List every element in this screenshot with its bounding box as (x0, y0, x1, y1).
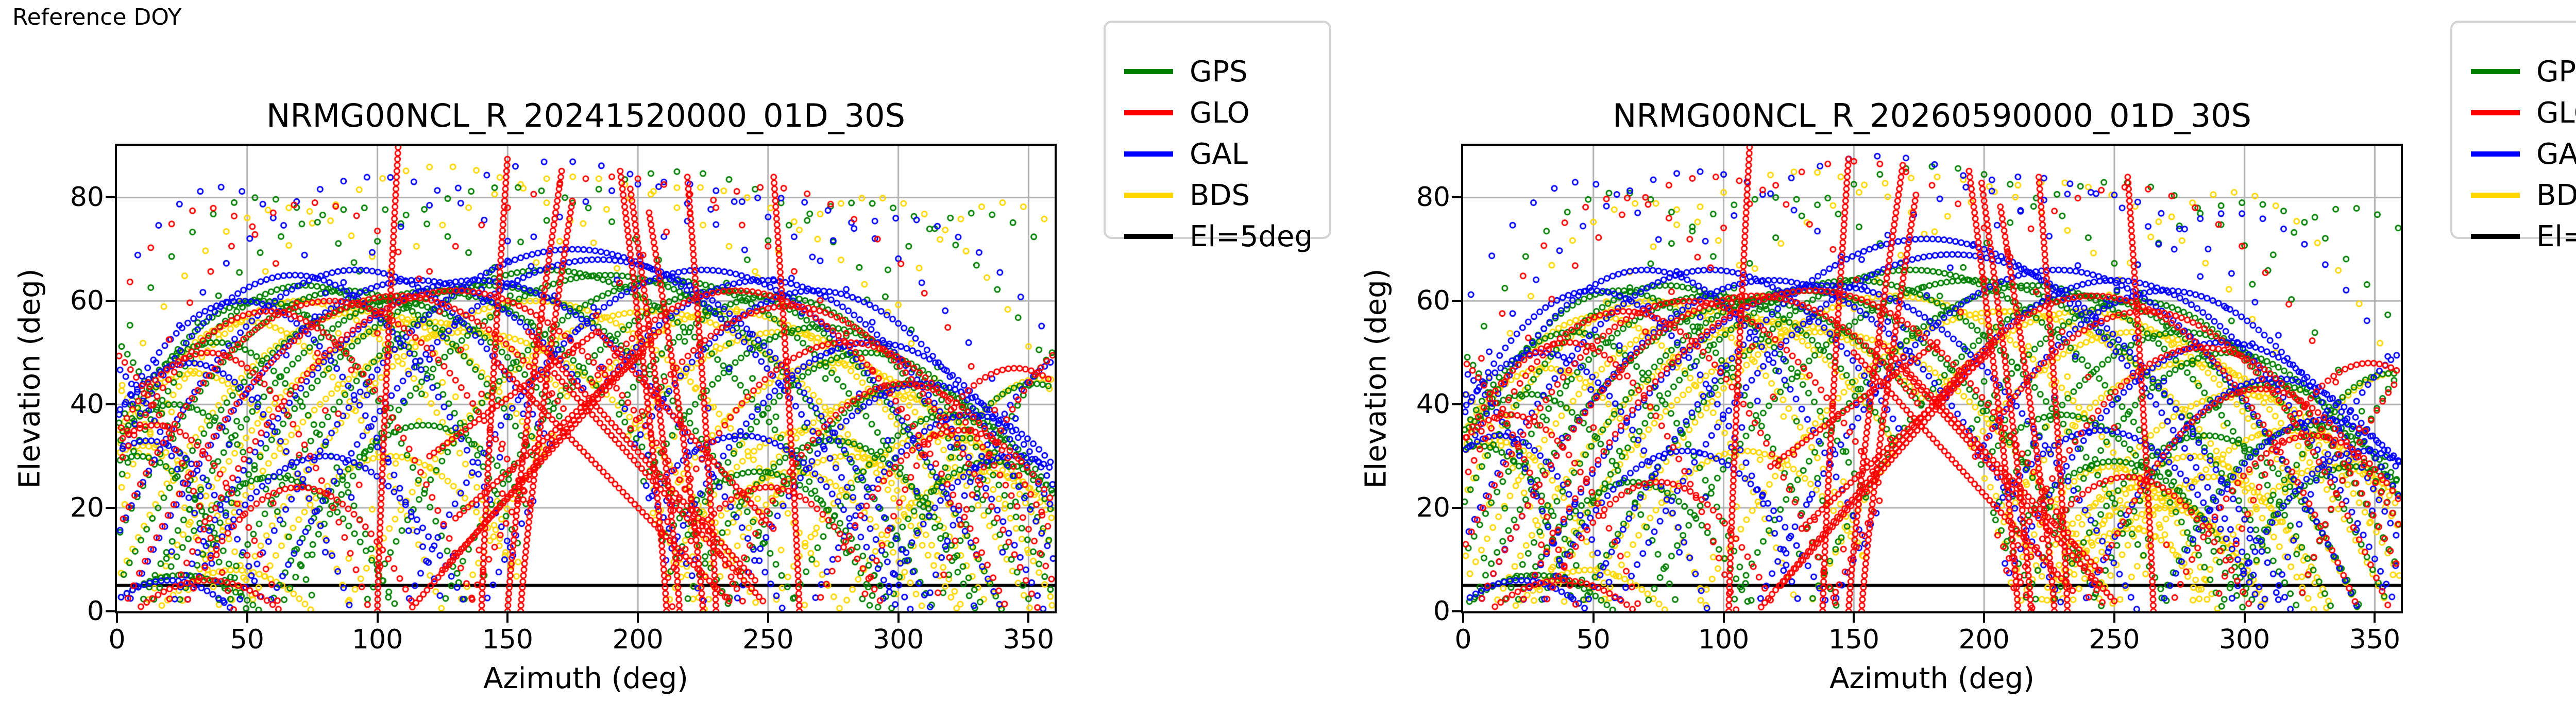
y-tick-label: 60 (1416, 285, 1450, 317)
x-tick-label: 350 (2349, 624, 2401, 655)
y-tick (1452, 507, 1461, 509)
x-tick-label: 50 (1576, 624, 1611, 655)
y-tick-label: 60 (70, 285, 104, 317)
x-tick (506, 613, 509, 623)
x-tick (1027, 613, 1030, 623)
x-tick-label: 100 (351, 624, 403, 655)
chart1-title: NRMG00NCL_R_20241520000_01D_30S (266, 97, 905, 134)
x-tick (1722, 613, 1725, 623)
legend-line-swatch (1124, 151, 1173, 157)
chart1-plot-border (115, 144, 1057, 613)
x-tick (1592, 613, 1595, 623)
legend-line-swatch (2471, 151, 2520, 157)
legend-entry-label: GLO (2536, 96, 2576, 130)
legend-entry: El=5deg (2452, 217, 2576, 255)
legend-line-swatch (1124, 69, 1173, 74)
x-tick (376, 613, 379, 623)
reference-doy-label: Reference DOY (12, 4, 182, 30)
x-tick (2243, 613, 2246, 623)
x-tick-label: 250 (742, 624, 794, 655)
legend-entry-label: GAL (2536, 137, 2576, 171)
legend-line-swatch (1124, 110, 1173, 115)
legend-line-swatch (2471, 69, 2520, 74)
y-tick (1452, 196, 1461, 199)
x-tick-label: 50 (230, 624, 264, 655)
x-tick (767, 613, 769, 623)
chart2-legend: GPS GLO GAL BDS El=5deg (2450, 21, 2576, 253)
chart2-title: NRMG00NCL_R_20260590000_01D_30S (1613, 97, 2251, 134)
legend-entry-label: GPS (2536, 55, 2576, 89)
y-tick (106, 507, 115, 509)
y-tick (1452, 403, 1461, 406)
legend-entry-label: GPS (1190, 55, 1248, 89)
x-tick (116, 613, 118, 623)
x-tick-label: 250 (2089, 624, 2140, 655)
x-tick-label: 0 (1454, 624, 1472, 655)
legend-entry: GLO (2452, 94, 2576, 132)
y-tick-label: 20 (1416, 492, 1450, 524)
y-tick-label: 0 (87, 596, 104, 627)
x-tick-label: 200 (1958, 624, 2010, 655)
chart1-xaxis-label: Azimuth (deg) (483, 662, 688, 695)
legend-entry: GPS (2452, 53, 2576, 91)
x-tick-label: 200 (612, 624, 664, 655)
y-tick (1452, 610, 1461, 612)
y-tick-label: 40 (70, 389, 104, 420)
legend-entry-label: El=5deg (1190, 219, 1313, 253)
chart2-plot-border (1461, 144, 2403, 613)
y-tick (106, 300, 115, 302)
x-tick-label: 150 (482, 624, 533, 655)
chart2-plot-area (1463, 146, 2401, 611)
x-tick (1462, 613, 1464, 623)
y-tick (106, 610, 115, 612)
legend-line-swatch (2471, 110, 2520, 115)
y-tick-label: 20 (70, 492, 104, 524)
x-tick-label: 300 (2219, 624, 2270, 655)
y-tick-label: 40 (1416, 389, 1450, 420)
x-tick-label: 150 (1828, 624, 1879, 655)
x-tick (1853, 613, 1855, 623)
chart2-xaxis-label: Azimuth (deg) (1829, 662, 2035, 695)
x-tick (1983, 613, 1986, 623)
y-tick-label: 0 (1433, 596, 1450, 627)
legend-entry-label: BDS (2536, 178, 2576, 212)
legend-entry-label: El=5deg (2536, 219, 2576, 253)
x-tick (2113, 613, 2115, 623)
legend-entry: GAL (2452, 135, 2576, 173)
legend-line-swatch (1124, 193, 1173, 198)
legend-entry: BDS (1106, 176, 1329, 214)
legend-entry-label: BDS (1190, 178, 1250, 212)
x-tick (637, 613, 639, 623)
legend-line-swatch (2471, 193, 2520, 198)
y-tick (1452, 300, 1461, 302)
chart1-plot-area (117, 146, 1055, 611)
legend-entry-label: GLO (1190, 96, 1250, 130)
x-tick-label: 0 (108, 624, 126, 655)
legend-entry: GLO (1106, 94, 1329, 132)
chart1-legend: GPS GLO GAL BDS El=5deg (1104, 21, 1331, 253)
x-tick (2374, 613, 2376, 623)
x-tick-label: 300 (873, 624, 924, 655)
x-tick-label: 350 (1003, 624, 1055, 655)
legend-entry: BDS (2452, 176, 2576, 214)
x-tick-label: 100 (1698, 624, 1750, 655)
y-tick (106, 196, 115, 199)
legend-entry-label: GAL (1190, 137, 1248, 171)
legend-entry: GPS (1106, 53, 1329, 91)
y-tick (106, 403, 115, 406)
x-tick (246, 613, 248, 623)
legend-line-swatch (1124, 234, 1173, 239)
x-tick (897, 613, 900, 623)
legend-line-swatch (2471, 234, 2520, 239)
y-tick-label: 80 (1416, 182, 1450, 213)
legend-entry: El=5deg (1106, 217, 1329, 255)
y-tick-label: 80 (70, 182, 104, 213)
legend-entry: GAL (1106, 135, 1329, 173)
